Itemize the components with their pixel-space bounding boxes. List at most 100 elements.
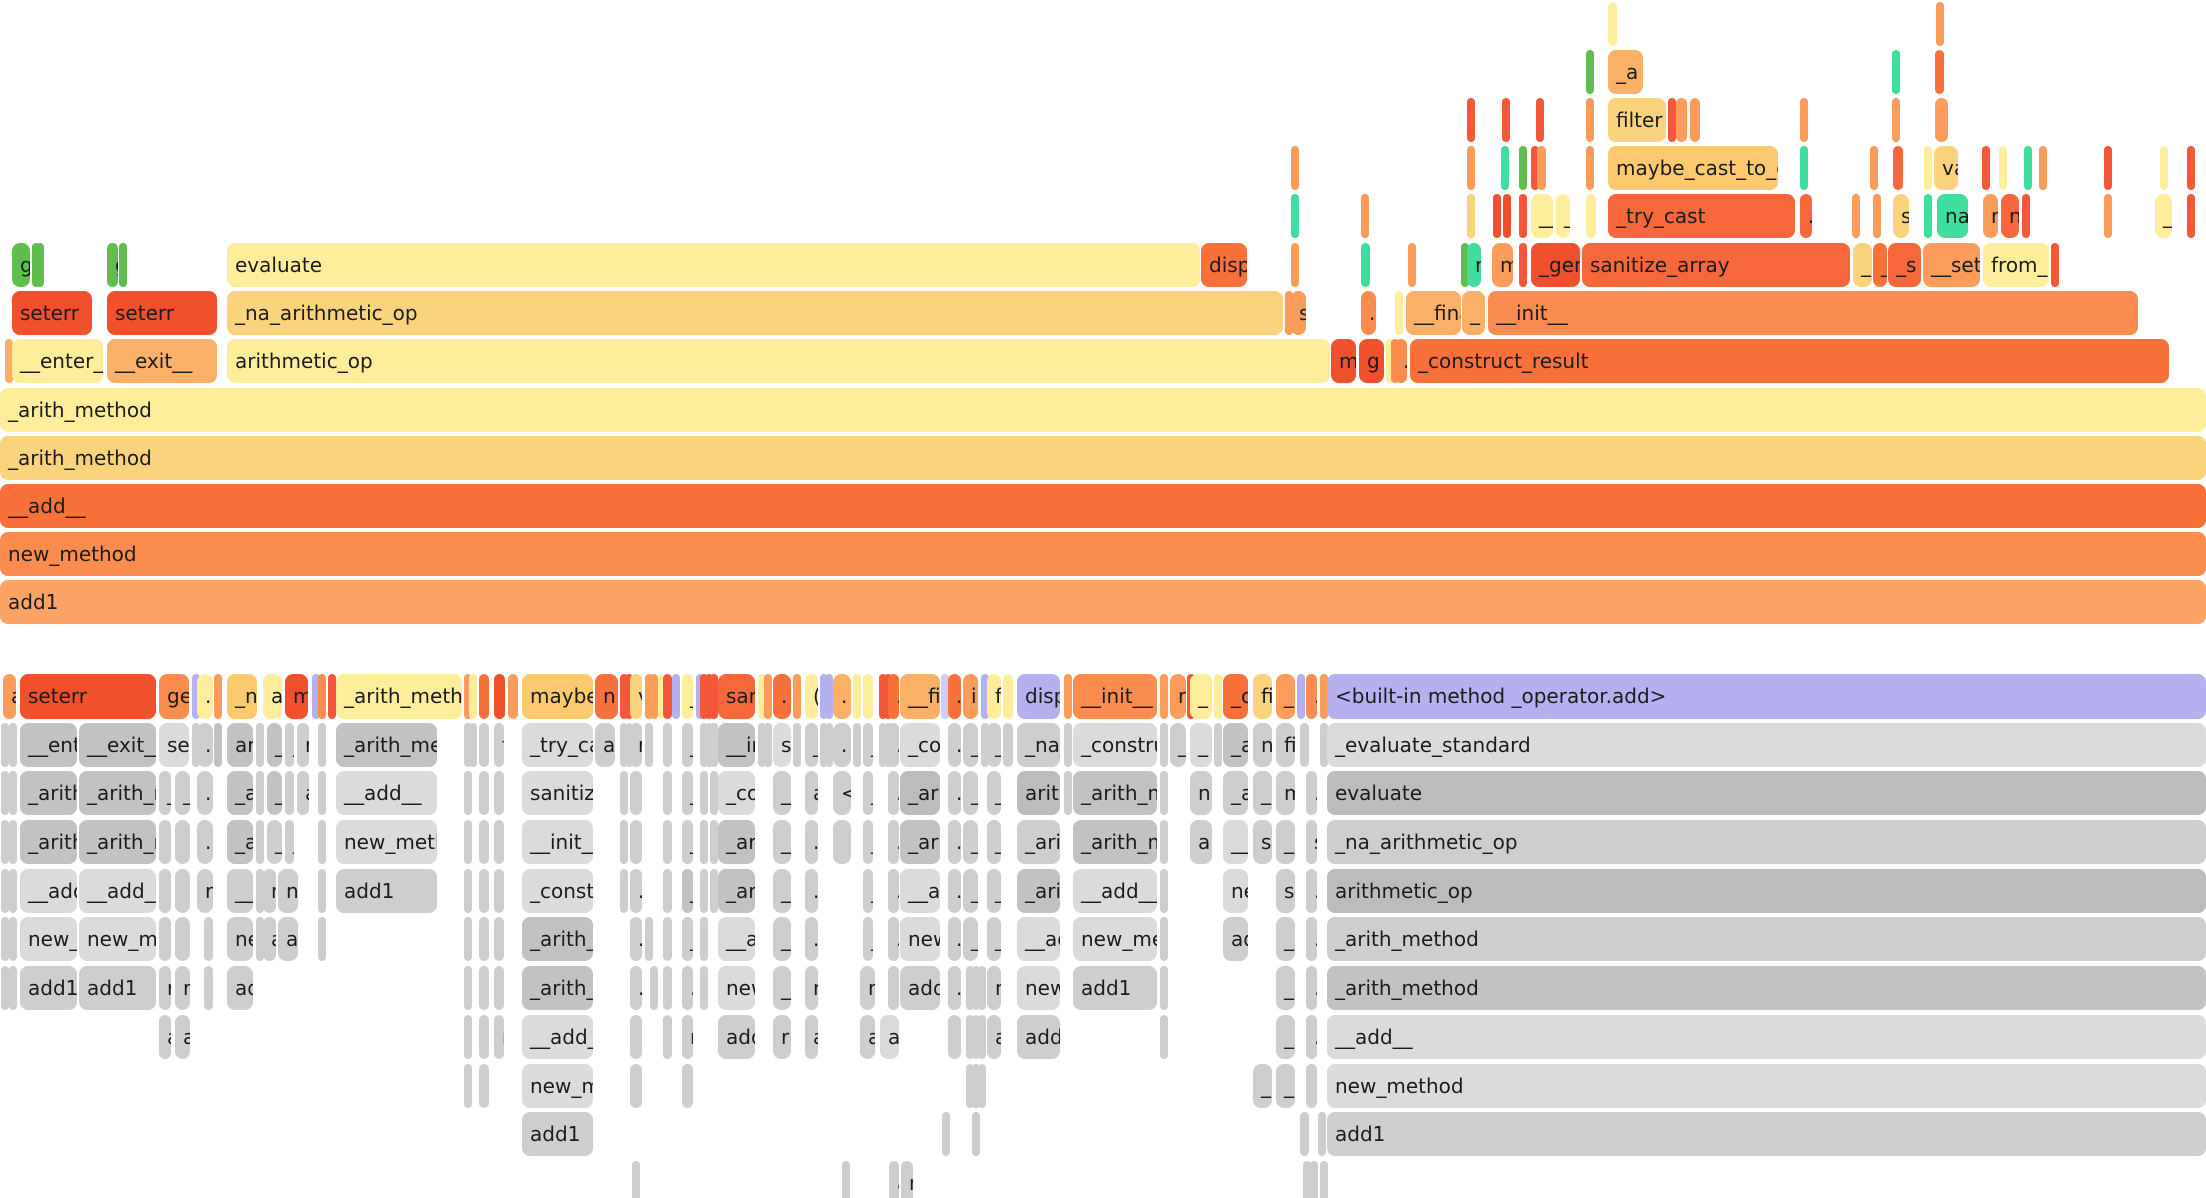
frame[interactable]: .: [888, 723, 899, 767]
frame[interactable]: [2051, 243, 2059, 287]
frame[interactable]: new_method: [0, 532, 2206, 576]
frame[interactable]: [464, 966, 472, 1010]
frame[interactable]: [1519, 243, 1527, 287]
frame[interactable]: [1285, 291, 1293, 335]
frame[interactable]: a: [860, 1015, 875, 1059]
frame[interactable]: [494, 674, 505, 719]
frame[interactable]: [1160, 820, 1168, 864]
frame[interactable]: new_method: [718, 966, 755, 1010]
frame[interactable]: [1160, 674, 1168, 719]
frame[interactable]: [972, 966, 980, 1010]
frame[interactable]: [312, 674, 320, 719]
frame[interactable]: _arith_method: [1073, 771, 1157, 815]
frame[interactable]: [2187, 146, 2195, 190]
frame[interactable]: __init__: [718, 723, 755, 767]
frame[interactable]: _arith_method: [1327, 917, 2206, 961]
frame[interactable]: .: [630, 966, 642, 1010]
frame[interactable]: a: [595, 723, 615, 767]
frame[interactable]: __exit__: [79, 723, 156, 767]
frame[interactable]: [1936, 2, 1944, 46]
frame[interactable]: n: [987, 966, 1001, 1010]
frame[interactable]: _: [1556, 194, 1570, 238]
frame[interactable]: [1461, 243, 1469, 287]
frame[interactable]: [1, 917, 9, 961]
frame[interactable]: [632, 1161, 640, 1198]
frame[interactable]: [1361, 243, 1370, 287]
frame[interactable]: [1303, 1161, 1311, 1198]
frame[interactable]: __finalize__: [1406, 291, 1461, 335]
frame[interactable]: _: [863, 917, 873, 961]
frame[interactable]: _arith_method: [718, 820, 755, 864]
frame[interactable]: .: [197, 771, 213, 815]
frame[interactable]: .: [197, 820, 213, 864]
frame[interactable]: [256, 917, 264, 961]
frame[interactable]: a: [263, 917, 276, 961]
frame[interactable]: _n: [227, 674, 257, 719]
frame[interactable]: [645, 674, 653, 719]
frame[interactable]: dispatch: [1017, 674, 1060, 719]
frame[interactable]: [1502, 98, 1510, 142]
frame[interactable]: _: [863, 771, 873, 815]
frame[interactable]: _: [285, 723, 294, 767]
frame[interactable]: .: [1306, 1015, 1317, 1059]
frame[interactable]: _arith_method: [267, 723, 282, 767]
frame[interactable]: [764, 723, 772, 767]
frame[interactable]: _: [1276, 1064, 1295, 1108]
frame[interactable]: [879, 674, 887, 719]
frame[interactable]: _s: [1888, 243, 1921, 287]
frame[interactable]: [1297, 674, 1305, 719]
frame[interactable]: [1160, 1015, 1168, 1059]
frame[interactable]: _: [987, 869, 1001, 913]
frame[interactable]: fi: [1276, 723, 1295, 767]
frame[interactable]: a: [805, 771, 818, 815]
frame[interactable]: .: [833, 674, 851, 719]
frame[interactable]: i: [963, 674, 978, 719]
frame[interactable]: [972, 1112, 980, 1156]
frame[interactable]: [700, 869, 708, 913]
frame[interactable]: .: [805, 869, 818, 913]
frame[interactable]: [972, 1064, 980, 1108]
frame[interactable]: new_method: [20, 917, 77, 961]
frame[interactable]: _arith_method: [718, 869, 755, 913]
frame[interactable]: [1519, 146, 1527, 190]
frame[interactable]: _: [682, 771, 693, 815]
frame[interactable]: .: [663, 869, 672, 913]
frame[interactable]: [1214, 723, 1222, 767]
frame[interactable]: _arith_method: [1223, 723, 1248, 767]
frame[interactable]: _: [863, 820, 873, 864]
frame[interactable]: a: [3, 674, 16, 719]
frame[interactable]: new_method: [79, 917, 156, 961]
frame[interactable]: .: [805, 917, 818, 961]
frame[interactable]: __enter__: [20, 723, 77, 767]
frame[interactable]: _arith_method: [522, 917, 593, 961]
frame[interactable]: _: [987, 917, 1001, 961]
frame[interactable]: [2104, 194, 2112, 238]
frame[interactable]: .: [663, 966, 672, 1010]
frame[interactable]: [1160, 869, 1168, 913]
frame[interactable]: [620, 674, 628, 719]
frame[interactable]: [159, 820, 171, 864]
frame[interactable]: [650, 966, 658, 1010]
frame[interactable]: [853, 723, 861, 767]
frame[interactable]: [1586, 146, 1594, 190]
frame[interactable]: _: [773, 820, 791, 864]
frame[interactable]: .: [863, 674, 873, 719]
frame[interactable]: new_method: [227, 917, 253, 961]
frame[interactable]: [1503, 194, 1511, 238]
frame[interactable]: [1318, 1112, 1326, 1156]
frame[interactable]: __add__: [718, 917, 755, 961]
frame[interactable]: [1291, 194, 1299, 238]
frame[interactable]: [2024, 146, 2032, 190]
frame[interactable]: .: [1361, 291, 1376, 335]
frame[interactable]: [682, 1064, 693, 1108]
frame[interactable]: .: [663, 771, 672, 815]
frame[interactable]: [853, 674, 861, 719]
frame[interactable]: .: [197, 674, 213, 719]
frame[interactable]: [1800, 98, 1808, 142]
frame[interactable]: [9, 820, 17, 864]
frame[interactable]: m: [1276, 771, 1295, 815]
frame[interactable]: n: [2001, 194, 2019, 238]
frame[interactable]: [1160, 771, 1168, 815]
frame[interactable]: a: [175, 1015, 190, 1059]
frame[interactable]: _: [682, 674, 693, 719]
